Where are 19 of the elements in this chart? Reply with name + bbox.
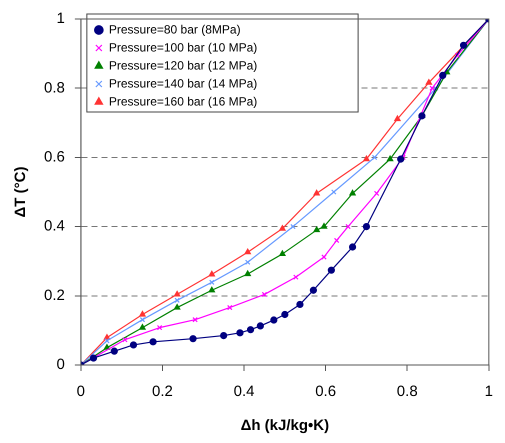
y-tick-label: 0.2 bbox=[44, 286, 65, 304]
legend-label: Pressure=100 bar (10 MPa) bbox=[108, 40, 258, 54]
x-tick-label: 0 bbox=[76, 383, 86, 400]
y-tick-label: 0.6 bbox=[44, 148, 65, 166]
legend-label: Pressure=160 bar (16 MPa) bbox=[108, 94, 258, 108]
x-axis-title: Δh (kJ/kg•K) bbox=[240, 417, 330, 434]
x-tick-label: 0.2 bbox=[152, 383, 173, 400]
y-tick-label: 1 bbox=[56, 10, 65, 28]
y-tick-label: 0.8 bbox=[44, 79, 65, 96]
y-tick-label: 0 bbox=[56, 356, 65, 374]
legend-label: Pressure=140 bar (14 MPa) bbox=[108, 76, 258, 90]
x-tick-label: 0.4 bbox=[234, 383, 254, 400]
y-axis-title: ΔT (°C) bbox=[12, 166, 30, 218]
x-tick-label: 1 bbox=[484, 383, 493, 400]
legend-label: Pressure=80 bar (8MPa) bbox=[108, 22, 241, 36]
y-tick-label: 0.4 bbox=[44, 218, 65, 235]
x-tick-label: 0.8 bbox=[396, 383, 418, 400]
x-tick-label: 0.6 bbox=[315, 383, 336, 400]
legend-label: Pressure=120 bar (12 MPa) bbox=[108, 58, 258, 72]
